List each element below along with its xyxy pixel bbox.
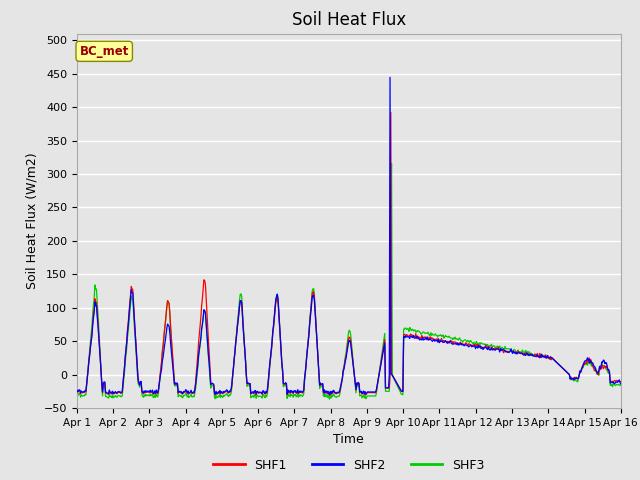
Text: BC_met: BC_met	[79, 45, 129, 58]
Legend: SHF1, SHF2, SHF3: SHF1, SHF2, SHF3	[209, 454, 489, 477]
X-axis label: Time: Time	[333, 433, 364, 446]
Y-axis label: Soil Heat Flux (W/m2): Soil Heat Flux (W/m2)	[25, 153, 38, 289]
Title: Soil Heat Flux: Soil Heat Flux	[292, 11, 406, 29]
